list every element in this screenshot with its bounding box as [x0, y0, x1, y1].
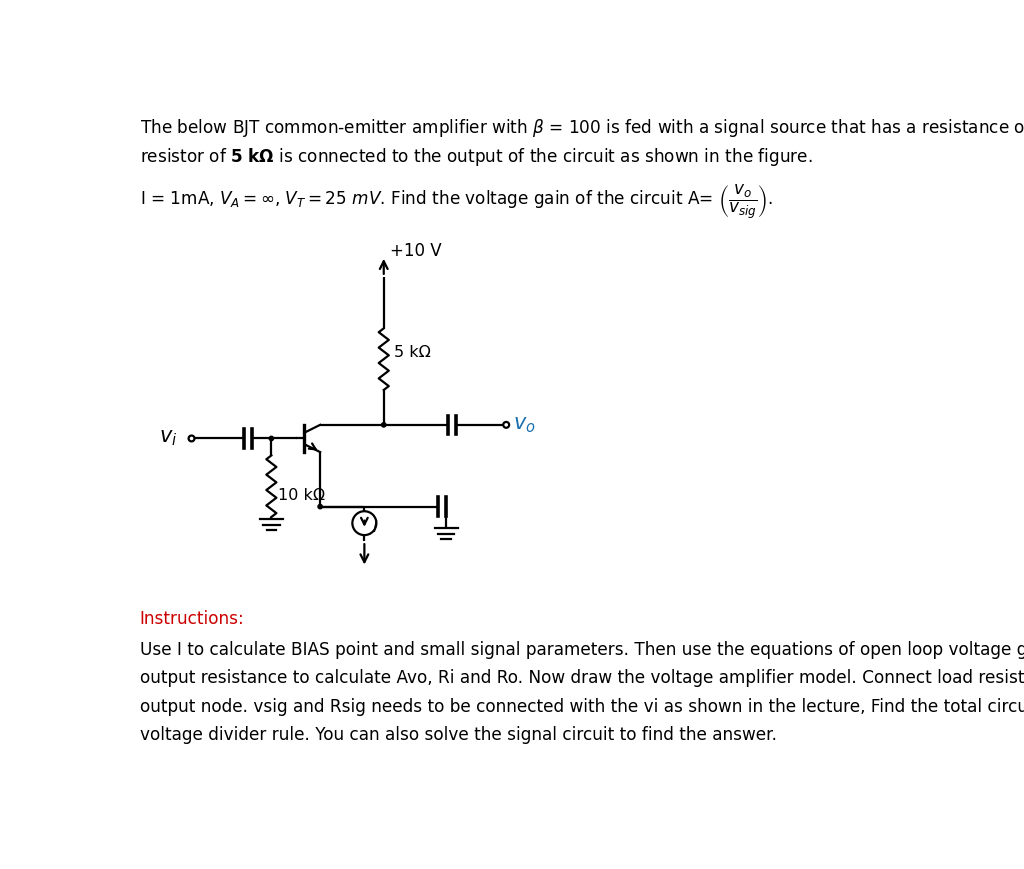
Text: $\mathit{v_i}$: $\mathit{v_i}$ — [159, 428, 177, 448]
Circle shape — [382, 422, 386, 427]
Text: +10 V: +10 V — [390, 242, 441, 261]
Circle shape — [318, 504, 323, 508]
Circle shape — [269, 436, 273, 441]
Text: resistor of $\bf{5\ k\Omega}$ is connected to the output of the circuit as shown: resistor of $\bf{5\ k\Omega}$ is connect… — [139, 146, 812, 168]
Text: I: I — [372, 520, 377, 534]
Text: Use I to calculate BIAS point and small signal parameters. Then use the equation: Use I to calculate BIAS point and small … — [139, 641, 1024, 745]
Text: 10 kΩ: 10 kΩ — [278, 488, 325, 503]
Text: Instructions:: Instructions: — [139, 610, 245, 628]
Text: The below BJT common-emitter amplifier with $\beta$ = 100 is fed with a signal s: The below BJT common-emitter amplifier w… — [139, 117, 1024, 139]
Text: I = 1mA, $V_A = \infty$, $V_T = 25\ mV$. Find the voltage gain of the circuit A=: I = 1mA, $V_A = \infty$, $V_T = 25\ mV$.… — [139, 182, 773, 221]
Text: $\mathit{v_o}$: $\mathit{v_o}$ — [513, 415, 536, 434]
Text: 5 kΩ: 5 kΩ — [394, 346, 431, 361]
